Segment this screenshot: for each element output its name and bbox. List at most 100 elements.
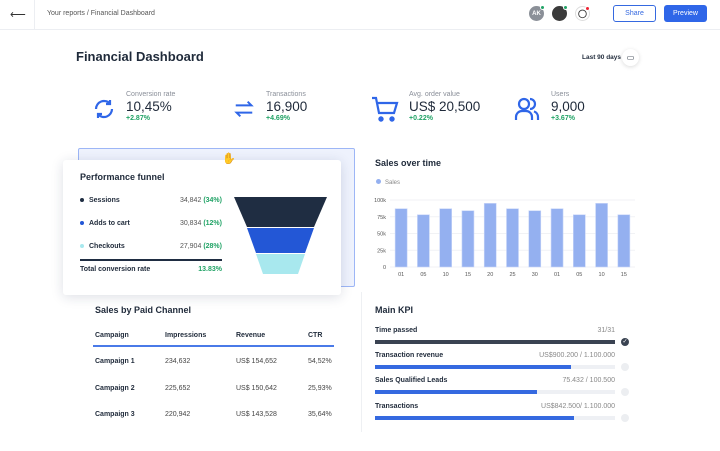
status-circle	[621, 413, 629, 422]
avatar-initials: AK	[532, 10, 541, 17]
x-tick-label: 30	[532, 272, 538, 278]
table-cell: 234,632	[165, 358, 191, 365]
table-title: Sales by Paid Channel	[95, 305, 192, 315]
users-icon	[514, 96, 540, 127]
check-icon: ✓	[621, 338, 629, 346]
table-cell: Campaign 3	[95, 411, 135, 418]
x-tick-label: 15	[465, 272, 471, 278]
kpi-progress-bar	[375, 390, 615, 395]
funnel-total: Total conversion rate 13.83%	[80, 266, 222, 273]
table-cell: US$ 150,642	[236, 384, 277, 392]
funnel-title: Performance funnel	[80, 172, 165, 182]
kpi-row: Transaction revenue US$900.200 / 1.100.00…	[375, 352, 615, 360]
y-tick-label: 0	[383, 265, 386, 271]
y-tick-label: 50k	[377, 232, 386, 238]
funnel-row: Sessions 34,842 (34%)	[80, 197, 222, 204]
x-tick-label: 01	[398, 272, 404, 278]
sales-bar-chart: 0 25k 50k 75k 100k 01 05 10 15 20 25 30 01 05 10 15	[374, 198, 635, 278]
divider	[34, 0, 35, 30]
x-tick-label: 25	[509, 272, 515, 278]
funnel-graphic	[234, 197, 327, 274]
kpi-conversion-rate: Conversion rate 10,45% +2.87%	[126, 91, 176, 122]
table-cell: 25,93%	[308, 384, 332, 392]
bar[interactable]	[461, 210, 475, 268]
column-header[interactable]: Impressions	[165, 332, 207, 339]
bar[interactable]	[550, 208, 564, 268]
funnel-row: Checkouts 27,904 (28%)	[80, 243, 222, 250]
table-cell: 54,52%	[308, 358, 332, 365]
x-tick-label: 20	[487, 272, 493, 278]
chat-bubble-icon: ◯	[578, 9, 587, 18]
y-tick-label: 100k	[374, 198, 386, 204]
page-title: Financial Dashboard	[76, 49, 204, 64]
column-header[interactable]: Revenue	[236, 332, 266, 339]
funnel-stage-adds-to-cart	[247, 228, 314, 253]
top-bar	[0, 0, 720, 30]
y-tick-label: 25k	[377, 248, 386, 254]
table-cell: US$ 154,652	[236, 358, 277, 365]
funnel-stage-checkouts	[256, 254, 305, 274]
kpi-progress-fill	[375, 340, 615, 344]
column-header[interactable]: Campaign	[95, 332, 129, 339]
divider	[361, 292, 362, 432]
kpi-progress-fill	[375, 365, 572, 370]
breadcrumb[interactable]: Your reports / Financial Dashboard	[47, 10, 155, 17]
notifications-button[interactable]: ◯	[575, 6, 590, 21]
table-cell: 225,652	[165, 384, 191, 392]
table-cell: Campaign 2	[95, 384, 135, 392]
x-tick-label: 01	[554, 272, 560, 278]
x-tick-label: 15	[621, 272, 627, 278]
x-tick-label: 10	[443, 272, 449, 278]
column-header[interactable]: CTR	[308, 332, 323, 339]
calendar-icon: ▭	[626, 53, 635, 62]
main-kpi-title: Main KPI	[375, 305, 414, 315]
share-button[interactable]: Share	[613, 5, 656, 22]
x-tick-label: 05	[576, 272, 582, 278]
cart-icon	[371, 96, 399, 127]
table-cell: 220,942	[165, 411, 191, 418]
bar[interactable]	[439, 208, 452, 268]
x-tick-label: 05	[420, 272, 426, 278]
funnel-row: Adds to cart 30,834 (12%)	[80, 220, 222, 227]
chart-legend: Sales	[376, 179, 400, 186]
kpi-transactions: Transactions 16,900 +4.69%	[266, 91, 308, 122]
chart-title: Sales over time	[375, 158, 442, 168]
kpi-progress-bar	[375, 365, 615, 370]
calendar-button[interactable]: ▭	[622, 49, 639, 66]
refresh-icon	[92, 97, 116, 126]
table-header-divider	[93, 345, 334, 347]
kpi-users: Users 9,000 +3.67%	[551, 91, 585, 122]
status-circle	[621, 363, 629, 372]
kpi-progress-fill	[375, 415, 575, 420]
table-cell: US$ 143,528	[236, 411, 277, 418]
bar[interactable]	[528, 210, 542, 268]
kpi-progress-bar	[375, 340, 615, 344]
status-circle	[621, 388, 629, 397]
x-tick-label: 10	[599, 272, 605, 278]
avatar-photo[interactable]	[552, 5, 568, 21]
avatar[interactable]: AK	[529, 5, 545, 21]
table-cell: 35,64%	[308, 411, 332, 418]
bar[interactable]	[483, 203, 497, 268]
kpi-avg-order-value: Avg. order value US$ 20,500 +0.22%	[409, 91, 481, 122]
bar[interactable]	[617, 214, 631, 268]
grab-cursor-icon: ✋	[222, 153, 236, 165]
bar[interactable]	[394, 208, 408, 268]
kpi-row: Time passed 31/31	[375, 327, 615, 334]
date-range-label[interactable]: Last 90 days	[582, 54, 622, 61]
preview-button[interactable]: Preview	[664, 5, 707, 22]
funnel-stage-sessions	[234, 197, 327, 227]
back-arrow-icon[interactable]: ⟵	[10, 9, 26, 21]
table-cell: Campaign 1	[95, 358, 135, 365]
kpi-progress-fill	[375, 390, 537, 395]
bar[interactable]	[417, 214, 430, 268]
bar[interactable]	[595, 203, 608, 268]
swap-icon	[233, 98, 255, 125]
kpi-progress-bar	[375, 415, 615, 420]
bar[interactable]	[573, 214, 586, 268]
divider	[80, 259, 222, 261]
kpi-row: Sales Qualified Leads 75.432 / 100.500	[375, 377, 615, 385]
y-tick-label: 75k	[377, 215, 386, 221]
bar[interactable]	[506, 208, 519, 268]
kpi-row: Transactions US$842.500/ 1.100.000	[375, 402, 615, 410]
